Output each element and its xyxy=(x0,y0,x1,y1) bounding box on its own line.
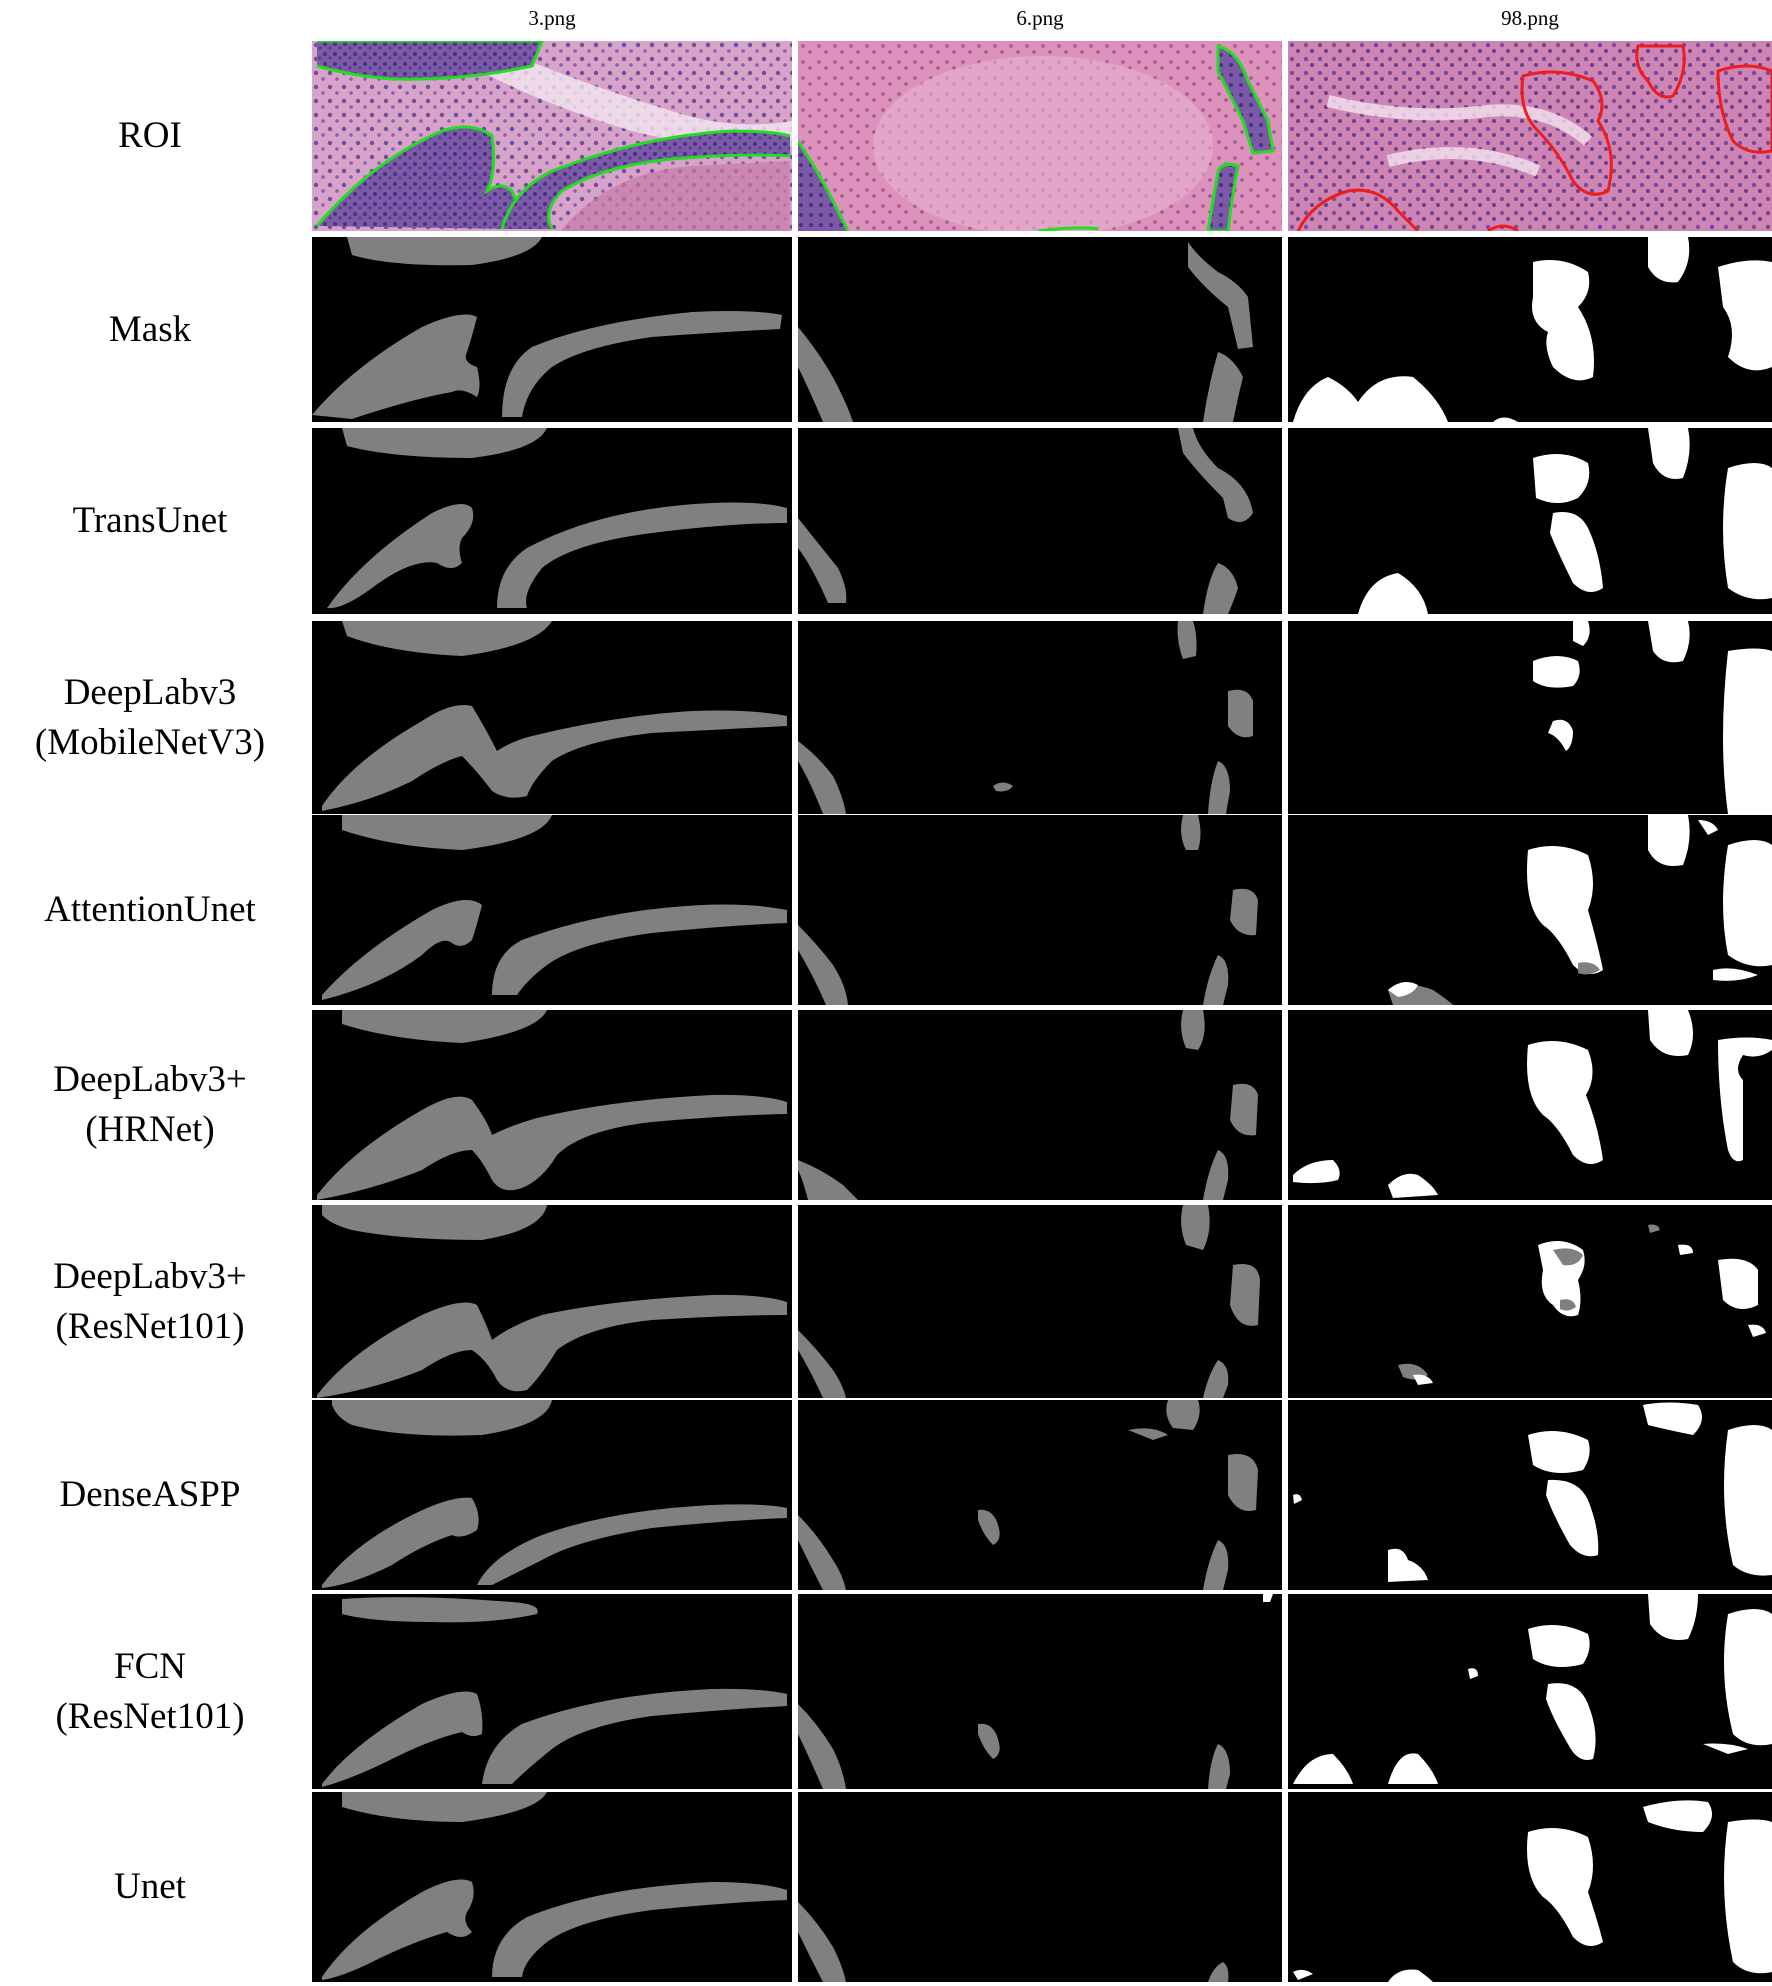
denseaspp-6png xyxy=(798,1400,1282,1590)
row-label-mask: Mask xyxy=(0,237,300,422)
attentionunet-98png xyxy=(1288,815,1772,1005)
row-label-attentionunet: AttentionUnet xyxy=(0,815,300,1005)
row-label-line: TransUnet xyxy=(72,500,228,541)
transunet-98png xyxy=(1288,428,1772,614)
transunet-3png xyxy=(312,428,792,614)
row-label-deeplabv3plus-resnet101: DeepLabv3+ (ResNet101) xyxy=(0,1205,300,1398)
deeplabv3plus-resnet101-3png xyxy=(312,1205,792,1398)
fcn-resnet101-98png xyxy=(1288,1594,1772,1789)
roi-image-98png xyxy=(1288,41,1772,231)
fcn-resnet101-6png xyxy=(798,1594,1282,1789)
row-label-deeplabv3-mobilenetv3: DeepLabv3 (MobileNetV3) xyxy=(0,621,300,814)
row-label-line: Unet xyxy=(114,1866,186,1907)
row-label-line: FCN xyxy=(114,1645,186,1687)
attentionunet-6png xyxy=(798,815,1282,1005)
column-header-98png: 98.png xyxy=(1501,6,1559,30)
row-label-roi: ROI xyxy=(0,41,300,231)
denseaspp-98png xyxy=(1288,1400,1772,1590)
mask-98png xyxy=(1288,237,1772,422)
deeplabv3plus-hrnet-6png xyxy=(798,1010,1282,1200)
denseaspp-3png xyxy=(312,1400,792,1590)
mask-3png xyxy=(312,237,792,422)
attentionunet-3png xyxy=(312,815,792,1005)
deeplabv3-mobilenetv3-3png xyxy=(312,621,792,814)
row-label-line: (ResNet101) xyxy=(55,1305,245,1347)
deeplabv3-mobilenetv3-98png xyxy=(1288,621,1772,814)
row-label-unet: Unet xyxy=(0,1792,300,1982)
row-label-transunet: TransUnet xyxy=(0,428,300,614)
row-label-line: (HRNet) xyxy=(85,1109,215,1150)
deeplabv3-mobilenetv3-6png xyxy=(798,621,1282,814)
roi-image-6png xyxy=(798,41,1282,231)
row-label-line: AttentionUnet xyxy=(44,889,256,930)
row-label-deeplabv3plus-hrnet: DeepLabv3+ (HRNet) xyxy=(0,1010,300,1200)
deeplabv3plus-hrnet-98png xyxy=(1288,1010,1772,1200)
row-label-fcn-resnet101: FCN (ResNet101) xyxy=(0,1594,300,1789)
row-label-line: (ResNet101) xyxy=(55,1695,245,1737)
deeplabv3plus-hrnet-3png xyxy=(312,1010,792,1200)
unet-6png xyxy=(798,1792,1282,1982)
mask-6png xyxy=(798,237,1282,422)
column-header-3png: 3.png xyxy=(528,6,576,30)
unet-3png xyxy=(312,1792,792,1982)
row-label-line: DenseASPP xyxy=(59,1474,241,1515)
row-label-line: DeepLabv3 xyxy=(63,671,237,713)
row-label-line: DeepLabv3+ xyxy=(53,1059,247,1100)
row-label-line: ROI xyxy=(118,115,182,156)
column-header-6png: 6.png xyxy=(1016,6,1064,30)
row-label-denseaspp: DenseASPP xyxy=(0,1400,300,1590)
transunet-6png xyxy=(798,428,1282,614)
unet-98png xyxy=(1288,1792,1772,1982)
row-label-line: DeepLabv3+ xyxy=(53,1255,247,1297)
row-label-line: (MobileNetV3) xyxy=(34,721,266,763)
row-label-line: Mask xyxy=(108,308,192,350)
fcn-resnet101-3png xyxy=(312,1594,792,1789)
deeplabv3plus-resnet101-6png xyxy=(798,1205,1282,1398)
deeplabv3plus-resnet101-98png xyxy=(1288,1205,1772,1398)
roi-image-3png xyxy=(312,41,792,231)
